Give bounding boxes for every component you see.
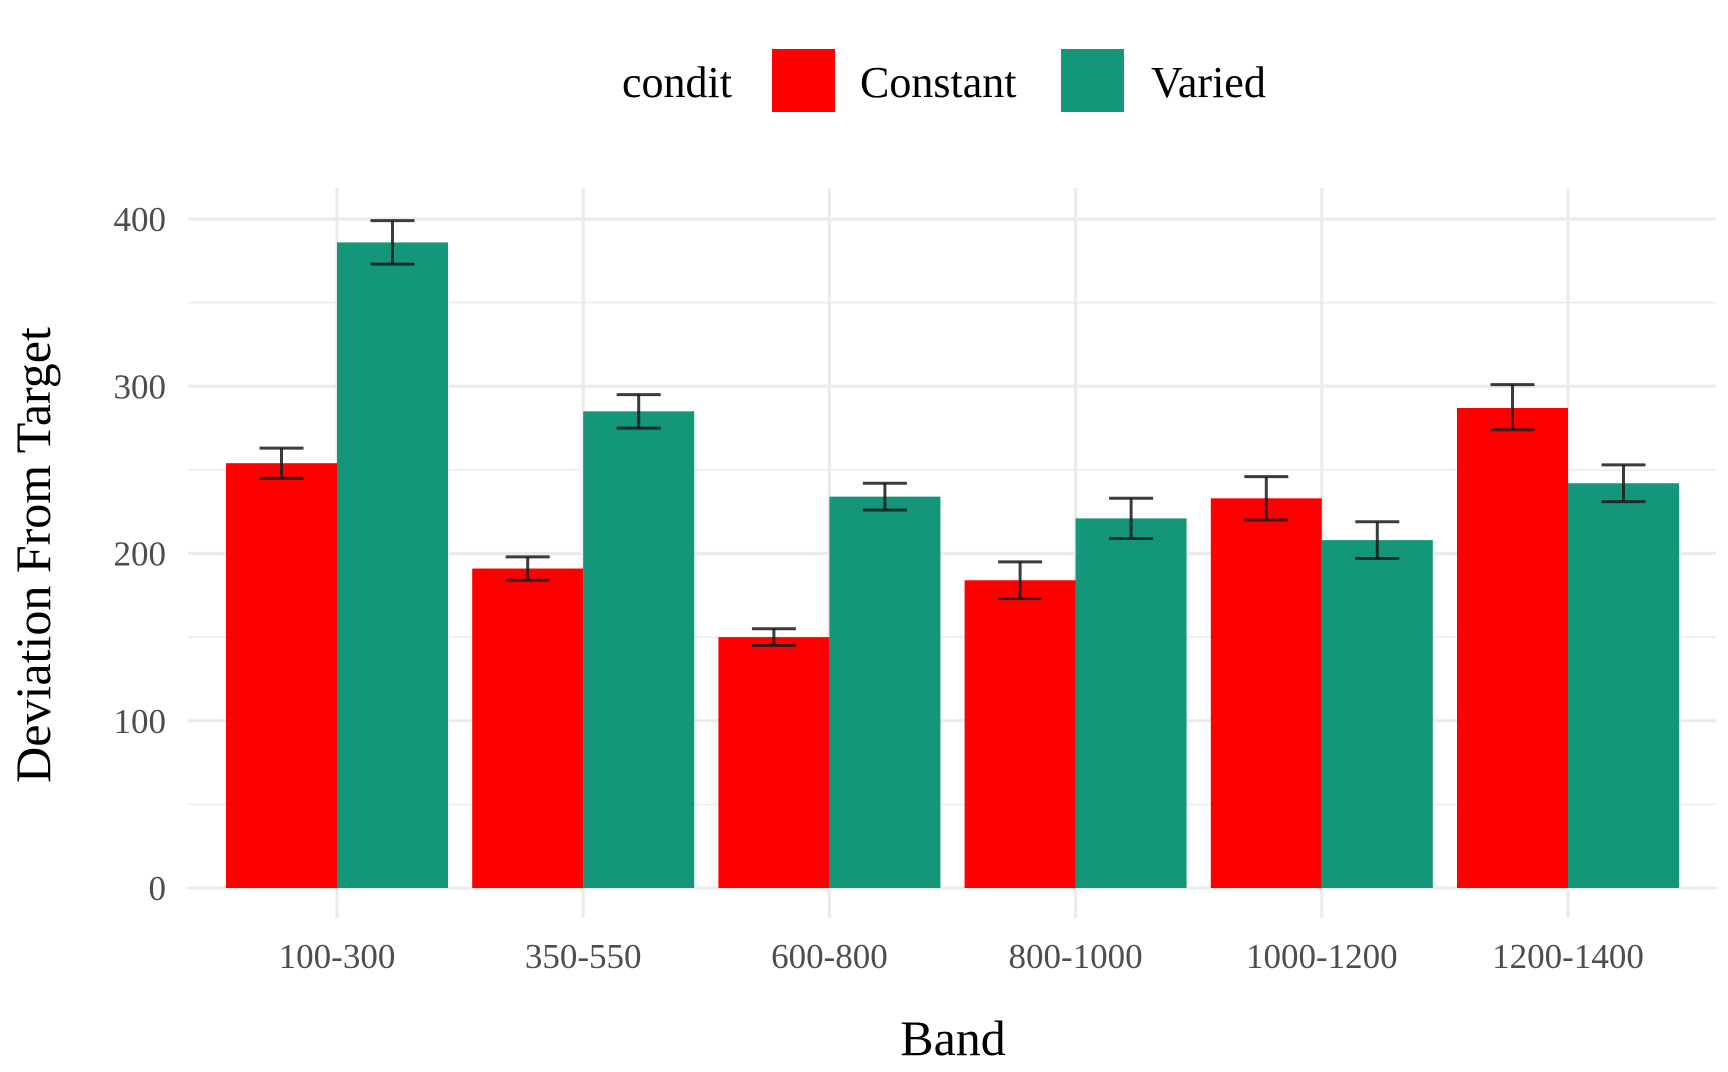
x-tick-label: 800-1000 (1009, 937, 1143, 976)
bar-constant-800-1000 (964, 580, 1076, 888)
error-bar-varied-350-550 (616, 393, 661, 430)
y-tick-label: 100 (114, 702, 167, 741)
legend: condit Constant Varied (622, 49, 1266, 112)
x-tick-label: 350-550 (525, 937, 642, 976)
bars (226, 242, 1679, 889)
error-bar-varied-1000-1200 (1355, 520, 1400, 561)
bar-constant-100-300 (226, 463, 337, 888)
legend-label-constant: Constant (860, 58, 1016, 107)
error-bar-varied-100-300 (370, 219, 415, 266)
legend-swatch-varied (1061, 49, 1124, 112)
error-bar-varied-600-800 (862, 481, 907, 512)
legend-title: condit (622, 58, 732, 107)
y-tick-label: 400 (114, 200, 167, 239)
error-bar-constant-800-1000 (998, 560, 1043, 601)
bar-constant-350-550 (472, 568, 584, 888)
x-tick-label: 1200-1400 (1492, 937, 1644, 976)
bar-varied-350-550 (583, 411, 695, 888)
x-tick-label: 1000-1200 (1246, 937, 1398, 976)
bar-constant-600-800 (718, 637, 830, 888)
legend-swatch-constant (772, 49, 835, 112)
bar-constant-1000-1200 (1210, 498, 1322, 888)
y-tick-label: 0 (149, 869, 167, 908)
bar-varied-600-800 (829, 496, 941, 888)
error-bar-constant-1200-1400 (1490, 383, 1535, 432)
bar-constant-1200-1400 (1457, 407, 1568, 888)
x-tick-label: 600-800 (771, 937, 888, 976)
y-axis-title: Deviation From Target (5, 327, 61, 783)
bar-varied-1200-1400 (1568, 483, 1679, 888)
error-bars (259, 219, 1646, 647)
error-bar-constant-100-300 (259, 446, 304, 480)
error-bar-varied-1200-1400 (1601, 463, 1646, 504)
y-tick-label: 200 (114, 535, 167, 574)
legend-label-varied: Varied (1151, 58, 1266, 107)
y-axis: 0 100 200 300 400 (114, 200, 167, 908)
x-tick-label: 100-300 (279, 937, 396, 976)
error-bar-varied-800-1000 (1109, 496, 1154, 540)
bar-varied-100-300 (337, 242, 448, 889)
x-axis-title: Band (900, 1010, 1006, 1066)
error-bar-constant-350-550 (505, 555, 550, 582)
error-bar-constant-600-800 (751, 627, 796, 647)
x-axis: 100-300 350-550 600-800 800-1000 1000-1200 12… (279, 937, 1644, 976)
y-tick-label: 300 (114, 367, 167, 406)
bar-varied-800-1000 (1075, 518, 1187, 888)
bar-varied-1000-1200 (1321, 540, 1433, 888)
error-bar-constant-1000-1200 (1244, 475, 1289, 522)
